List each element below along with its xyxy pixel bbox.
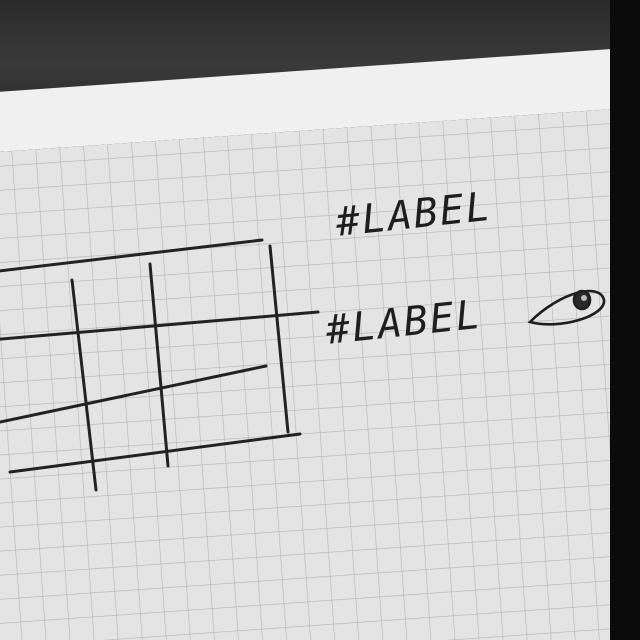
table-col-line-1 [70, 278, 98, 492]
table-top-line [0, 238, 264, 273]
table-wireframe [0, 238, 320, 492]
eye-icon [527, 289, 606, 326]
table-row-line [0, 364, 268, 424]
table-col-line-2 [148, 262, 170, 468]
dark-right-edge [610, 0, 640, 640]
table-right-border [268, 244, 290, 434]
paper-sheet [0, 46, 640, 640]
table-bottom-line [8, 432, 302, 474]
table-header-line [0, 310, 320, 341]
